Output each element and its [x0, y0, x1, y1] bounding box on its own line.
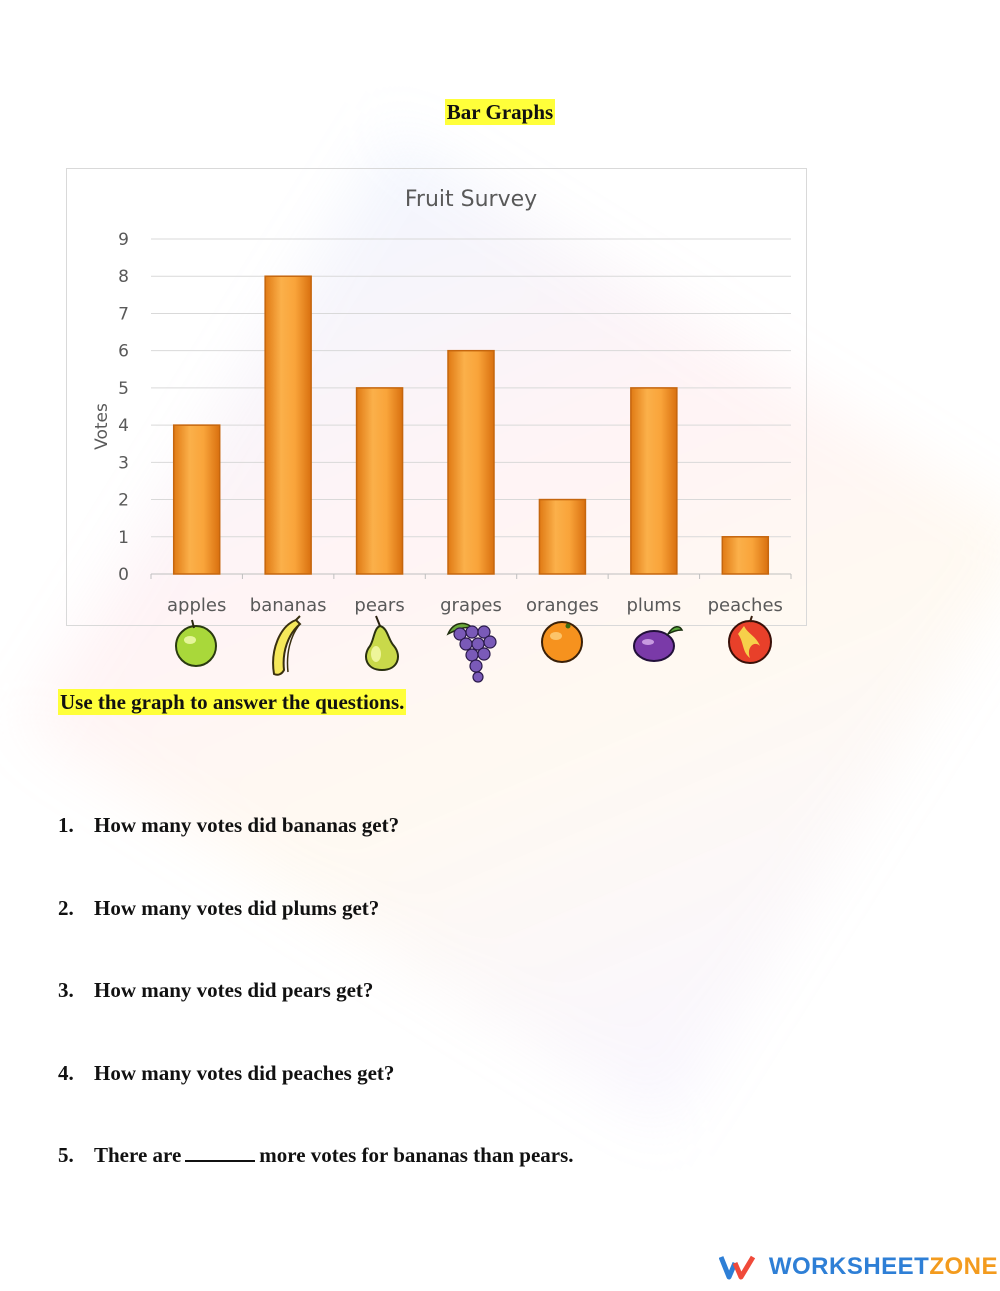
- pear-icon: [365, 615, 399, 672]
- y-tick-label: 3: [118, 453, 129, 473]
- y-tick-label: 6: [118, 342, 129, 362]
- bar-apples: [172, 424, 221, 575]
- x-tick-label: plums: [626, 595, 681, 616]
- y-tick-label: 0: [118, 565, 129, 585]
- y-tick-label: 4: [118, 416, 129, 436]
- y-tick-label: 8: [118, 267, 129, 287]
- y-axis-label: Votes: [92, 403, 112, 450]
- banana-icon: [272, 615, 302, 676]
- x-tick-label: apples: [167, 595, 226, 616]
- x-tick-label: peaches: [708, 595, 783, 616]
- worksheetzone-logo: WORKSHEET ZONE: [718, 1253, 998, 1281]
- grapes-icon: [446, 622, 497, 683]
- question-1: 1. How many votes did bananas get?: [58, 813, 400, 837]
- y-tick-label: 5: [118, 379, 129, 399]
- bar-grapes: [447, 349, 495, 575]
- fruit-icon-row: [0, 612, 1000, 692]
- y-tick-label: 9: [118, 230, 129, 250]
- plum-icon: [633, 626, 684, 662]
- question-5: 5. There are more votes for bananas than p…: [58, 1143, 574, 1167]
- answer-blank[interactable]: [185, 1144, 256, 1162]
- bar-pears: [355, 387, 404, 575]
- bar-bananas: [264, 275, 312, 575]
- w-logo-icon: [718, 1255, 755, 1280]
- y-tick-label: 1: [118, 528, 129, 548]
- apple-icon: [175, 619, 217, 667]
- y-tick-label: 2: [118, 491, 129, 511]
- brand-name-part1: WORKSHEET: [768, 1253, 930, 1280]
- x-tick-label: grapes: [440, 595, 502, 616]
- x-tick-label: bananas: [250, 595, 327, 616]
- chart-title: Fruit Survey: [405, 187, 537, 212]
- bar-oranges: [538, 498, 587, 575]
- orange-icon: [541, 621, 583, 663]
- brand-name-part2: ZONE: [929, 1253, 998, 1280]
- page-title: Bar Graphs: [444, 99, 556, 125]
- peach-icon: [728, 615, 772, 664]
- x-tick-label: oranges: [526, 595, 599, 616]
- chart-svg: Fruit Survey 0 1 2 3 4 5 6 7 8 9 Votes apples bananas…: [92, 187, 792, 616]
- y-tick-label: 7: [118, 304, 129, 324]
- fruit-survey-chart: Fruit Survey 0 1 2 3 4 5 6 7 8 9 Votes apples bananas…: [66, 168, 807, 626]
- question-4: 4. How many votes did peaches get?: [58, 1061, 395, 1085]
- question-2: 2. How many votes did plums get?: [58, 896, 380, 920]
- question-3: 3. How many votes did pears get?: [58, 978, 374, 1002]
- instruction-text: Use the graph to answer the questions.: [58, 689, 407, 715]
- x-tick-label: pears: [354, 595, 404, 616]
- bar-plums: [630, 387, 678, 575]
- bar-peaches: [721, 536, 770, 575]
